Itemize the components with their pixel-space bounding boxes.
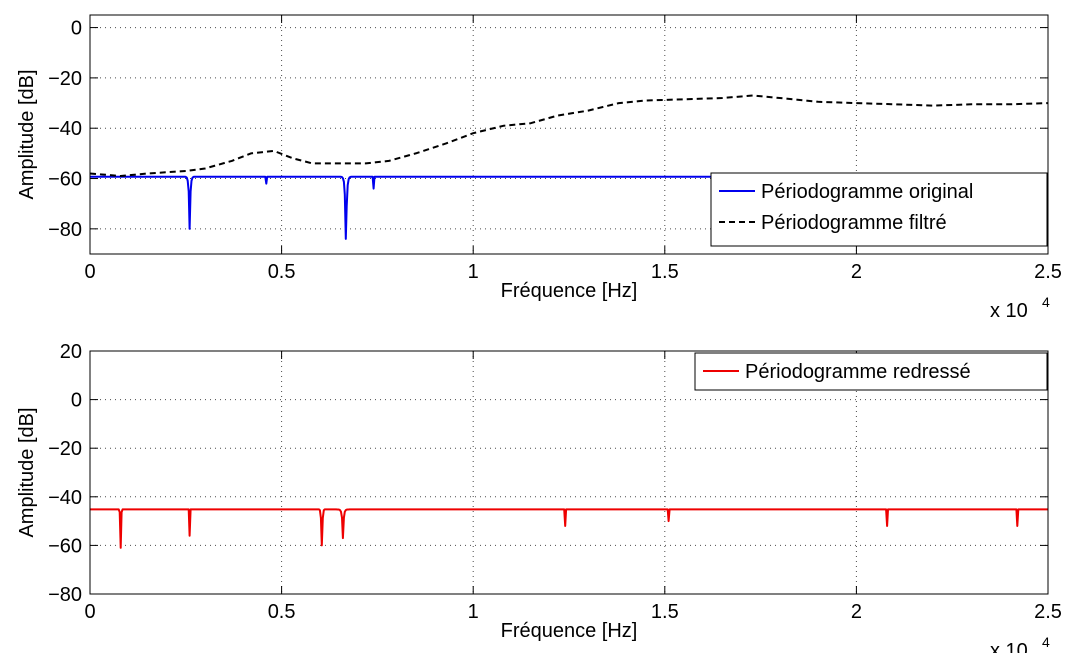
x-axis-label: Fréquence [Hz] xyxy=(501,280,638,302)
y-tick-label: 0 xyxy=(71,18,82,40)
y-tick-label: −20 xyxy=(48,438,82,460)
x-exponent-power: 4 xyxy=(1042,634,1050,650)
x-tick-label: 0.5 xyxy=(268,261,296,283)
y-axis-label: Amplitude [dB] xyxy=(16,69,38,199)
x-tick-label: 2.5 xyxy=(1034,261,1062,283)
legend-label-1: Périodogramme filtré xyxy=(761,212,947,234)
legend-box xyxy=(710,172,1048,247)
x-tick-label: 1 xyxy=(468,601,479,623)
series-line-0 xyxy=(90,508,1048,549)
plot-area xyxy=(90,351,1048,594)
x-tick-label: 0 xyxy=(84,601,95,623)
y-tick-label: −60 xyxy=(48,535,82,557)
x-tick-label: 2 xyxy=(851,601,862,623)
x-axis-label: Fréquence [Hz] xyxy=(501,620,638,642)
y-tick-label: −40 xyxy=(48,487,82,509)
x-tick-label: 1.5 xyxy=(651,601,679,623)
y-tick-label: −20 xyxy=(48,68,82,90)
y-tick-label: −80 xyxy=(48,219,82,241)
axes-box xyxy=(89,350,1049,595)
y-tick-label: −40 xyxy=(48,118,82,140)
x-tick-label: 2.5 xyxy=(1034,601,1062,623)
x-tick-label: 1 xyxy=(468,261,479,283)
x-tick-label: 0.5 xyxy=(268,601,296,623)
y-tick-label: 0 xyxy=(71,390,82,412)
subplot-bottom: 0 0.5 1 1.5 2 2.5 −80 −60 −40 −20 0 20 Fréquence [Hz… xyxy=(16,341,1062,653)
x-exponent-label: x 10 xyxy=(990,300,1028,322)
subplot-top: 0 0.5 1 1.5 2 2.5 −80 −60 −40 −20 0 Fréquence [Hz] A… xyxy=(16,14,1062,322)
series-line-1 xyxy=(90,94,1048,177)
y-tick-label: 20 xyxy=(60,341,82,363)
axes-box xyxy=(89,14,1049,255)
y-axis-label: Amplitude [dB] xyxy=(16,407,38,537)
x-exponent-power: 4 xyxy=(1042,294,1050,310)
x-exponent-label: x 10 xyxy=(990,640,1028,653)
legend-label-0: Périodogramme original xyxy=(761,181,973,203)
y-tick-label: −60 xyxy=(48,169,82,191)
x-tick-label: 0 xyxy=(84,261,95,283)
x-tick-label: 1.5 xyxy=(651,261,679,283)
y-tick-label: −80 xyxy=(48,584,82,606)
legend-label-0: Périodogramme redressé xyxy=(745,361,971,383)
legend-box xyxy=(694,352,1048,391)
x-tick-label: 2 xyxy=(851,261,862,283)
